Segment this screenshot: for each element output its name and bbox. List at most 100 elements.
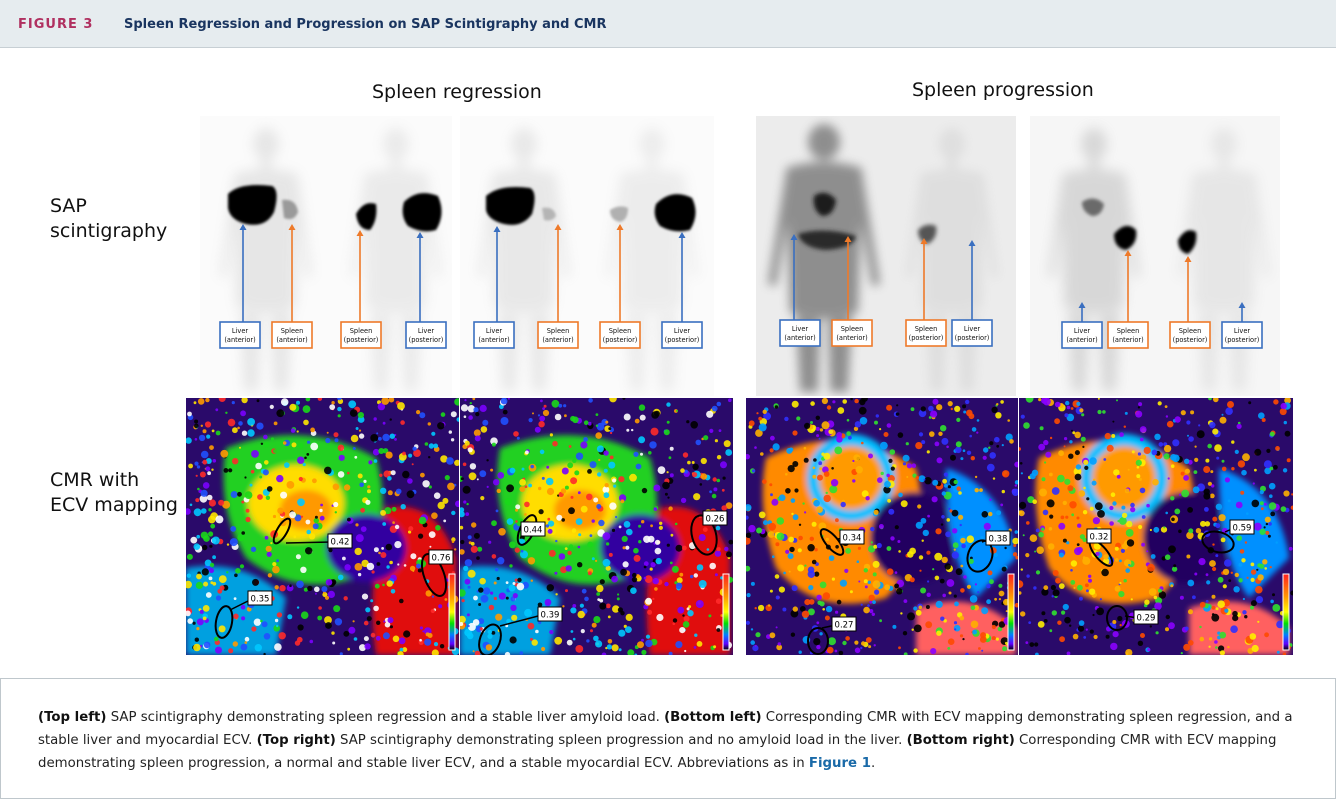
label-box: [340, 321, 382, 349]
value-box: [327, 533, 353, 549]
liver-posterior-label: Liver(posterior): [1221, 321, 1263, 349]
spleen-anterior-label: Spleen(anterior): [831, 319, 873, 347]
roi-contour: [420, 553, 448, 597]
spleen-posterior-label: Spleen(posterior): [905, 319, 947, 347]
body-silhouette: [768, 124, 880, 392]
liver-anterior-label: Liver(anterior): [473, 321, 515, 349]
value-box: [1086, 528, 1112, 544]
roi-contour: [819, 528, 845, 556]
spleen-posterior-label: Spleen(posterior): [340, 321, 382, 349]
scintigraphy-panel-progression-followup: Liver (anterior) Spleen (anterior) Spleen (po…: [1030, 116, 1280, 396]
ecv-value: 0.44: [524, 526, 543, 536]
ecv-value-label: 0.76: [428, 549, 454, 565]
pointer-arrow: [616, 224, 624, 324]
ecv-value-label: 0.59: [1224, 519, 1255, 535]
figure-1-link[interactable]: Figure 1: [808, 756, 871, 771]
label-text: Spleen: [350, 327, 373, 335]
row-label-line: ECV mapping: [50, 494, 178, 516]
value-box: [520, 521, 546, 537]
label-text: (posterior): [409, 336, 444, 344]
group-title-regression: Spleen regression: [372, 81, 542, 103]
ecv-value-label: 0.42: [285, 533, 353, 549]
label-text: Liver: [1234, 327, 1250, 335]
caption-text: .: [870, 756, 876, 771]
pointer-arrow: [844, 236, 852, 322]
pointer-arrow: [416, 232, 424, 324]
liver-posterior-uptake: [402, 193, 442, 232]
ecv-value-label: 0.29: [1124, 609, 1159, 625]
figure-label: FIGURE 3: [18, 17, 94, 32]
value-box: [985, 530, 1011, 546]
caption-text: Corresponding CMR with ECV mapping demon…: [38, 733, 1277, 771]
ecv-value: 0.39: [541, 611, 560, 621]
caption-bottom-left-label: (Bottom left): [664, 710, 762, 725]
value-box: [839, 529, 865, 545]
label-text: Liver: [674, 327, 690, 335]
value-box: [428, 549, 454, 565]
ecv-value-label: 0.35: [229, 590, 273, 611]
caption-text: SAP scintigraphy demonstrating spleen re…: [106, 710, 665, 725]
ecv-colorbar: [1007, 573, 1015, 651]
figure-title: Spleen Regression and Progression on SAP…: [124, 17, 607, 32]
pointer-arrow: [920, 238, 928, 322]
ecv-colorbar: [448, 573, 456, 651]
label-text: (anterior): [276, 336, 307, 344]
label-text: Spleen: [1179, 327, 1202, 335]
label-text: Liver: [792, 325, 808, 333]
label-box: [661, 321, 703, 349]
pointer-arrow: [239, 224, 247, 324]
figure-header: FIGURE 3 Spleen Regression and Progressi…: [0, 0, 1336, 48]
ecv-value: 0.29: [1137, 614, 1156, 624]
label-box: [905, 319, 947, 347]
ecv-value-label: 0.34: [837, 529, 865, 545]
liver-anterior-uptake: [486, 187, 535, 225]
spleen-anterior-label: Spleen(anterior): [1107, 321, 1149, 349]
label-text: (posterior): [1173, 336, 1208, 344]
liver-anterior-label: Liver(anterior): [219, 321, 261, 349]
roi-contour: [214, 605, 234, 639]
ecv-value-label: 0.27: [821, 616, 857, 632]
label-text: (anterior): [1066, 336, 1097, 344]
roi-contour: [478, 623, 502, 655]
pointer-arrow: [554, 224, 562, 324]
ecv-value-label: 0.39: [499, 606, 563, 627]
label-text: Spleen: [1117, 327, 1140, 335]
label-box: [1221, 321, 1263, 349]
label-text: Liver: [964, 325, 980, 333]
label-text: (posterior): [344, 336, 379, 344]
label-text: Liver: [418, 327, 434, 335]
roi-contour: [690, 514, 718, 556]
figure-panel: Spleen regression Spleen progression SAP…: [0, 48, 1336, 678]
label-text: (posterior): [603, 336, 638, 344]
label-text: (anterior): [784, 334, 815, 342]
pointer-arrow: [1238, 302, 1246, 322]
spleen-posterior-uptake: [356, 203, 377, 230]
ecv-texture: [1019, 398, 1293, 655]
value-box: [247, 590, 273, 606]
ecv-value: 0.34: [843, 534, 862, 544]
label-text: Spleen: [915, 325, 938, 333]
spleen-anterior-uptake: [282, 199, 298, 220]
pointer-arrow: [1184, 256, 1192, 322]
ecv-value: 0.35: [251, 595, 270, 605]
value-box: [537, 606, 563, 622]
ecv-colorbar: [722, 573, 730, 651]
pointer-arrow: [1124, 250, 1132, 322]
ecv-value: 0.38: [989, 535, 1008, 545]
scintigraphy-panel-regression-followup: Liver (anterior) Spleen (anterior) Spleen (po…: [460, 116, 714, 396]
label-text: Spleen: [841, 325, 864, 333]
ecv-value: 0.27: [835, 621, 854, 631]
row-label-line: SAP: [50, 195, 87, 217]
ecv-value-label: 0.32: [1086, 528, 1112, 544]
spleen-posterior-label: Spleen(posterior): [1169, 321, 1211, 349]
cmr-ecv-panel-3: 0.34 0.38 0.27: [746, 398, 1018, 655]
pointer-arrow: [968, 240, 976, 322]
value-box: [1133, 609, 1159, 625]
label-box: [1107, 321, 1149, 349]
cmr-ecv-panel-1: 0.42 0.76 0.35: [186, 398, 459, 655]
label-box: [1169, 321, 1211, 349]
label-text: (anterior): [1112, 336, 1143, 344]
row-label-line: CMR with: [50, 469, 140, 491]
label-box: [537, 321, 579, 349]
label-text: (anterior): [224, 336, 255, 344]
